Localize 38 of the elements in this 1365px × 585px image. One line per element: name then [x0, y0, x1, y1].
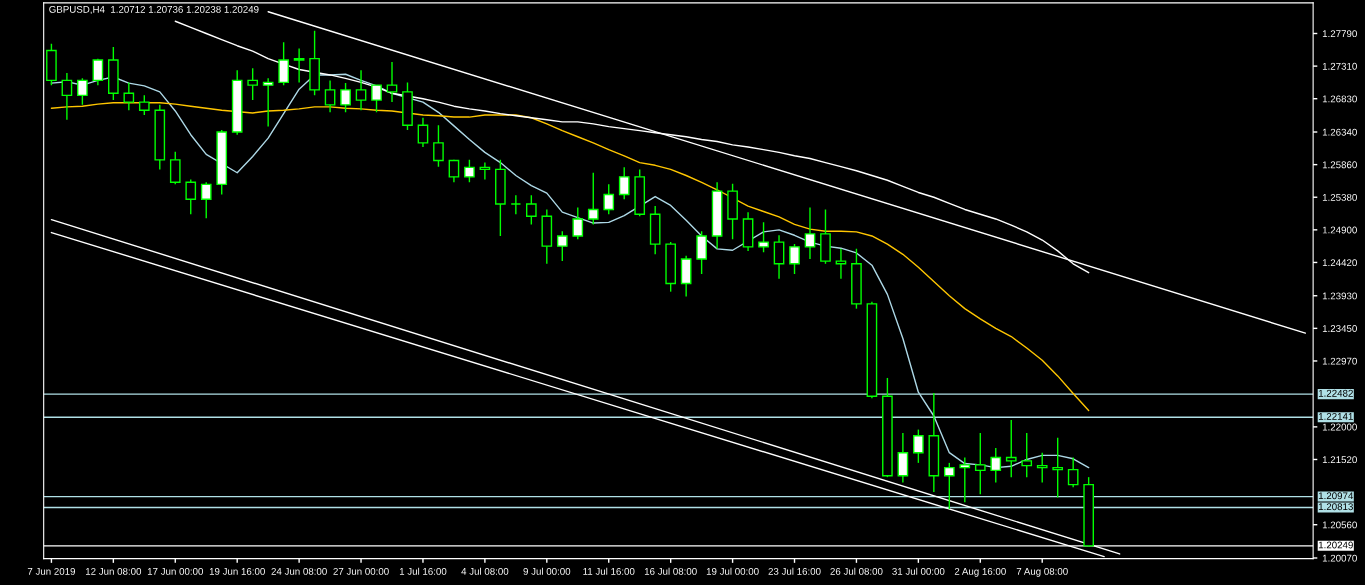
y-tick-label: 1.25380 [1322, 193, 1357, 201]
ref-line-label: 1.20249 [1318, 541, 1353, 549]
y-tick-label: 1.26340 [1322, 128, 1357, 136]
x-tick-label: 17 Jun 00:00 [147, 567, 203, 575]
x-tick-label: 23 Jul 16:00 [768, 567, 821, 575]
y-tick-label: 1.20070 [1322, 554, 1357, 562]
y-tick-label: 1.25860 [1322, 161, 1357, 169]
chart-title: GBPUSD,H4 1.20712 1.20736 1.20238 1.20249 [49, 5, 259, 14]
y-tick-label: 1.20560 [1322, 521, 1357, 529]
x-tick-label: 31 Jul 00:00 [892, 567, 945, 575]
x-tick-label: 1 Jul 16:00 [399, 567, 447, 575]
x-tick-label: 26 Jul 08:00 [830, 567, 883, 575]
x-tick-label: 19 Jul 00:00 [706, 567, 759, 575]
y-tick-label: 1.26830 [1322, 95, 1357, 103]
y-tick-label: 1.27310 [1322, 62, 1357, 70]
y-tick-label: 1.22970 [1322, 357, 1357, 365]
ref-line-label: 1.22482 [1318, 389, 1353, 397]
x-tick-label: 2 Aug 16:00 [954, 567, 1006, 577]
x-tick-label: 12 Jun 08:00 [85, 567, 142, 575]
x-tick-label: 27 Jun 00:00 [333, 567, 389, 575]
x-tick-label: 19 Jun 16:00 [209, 567, 265, 575]
ref-line-label: 1.20813 [1318, 503, 1353, 511]
y-tick-label: 1.24900 [1322, 226, 1357, 234]
x-tick-label: 9 Jul 00:00 [523, 567, 571, 575]
x-tick-label: 11 Jul 16:00 [583, 567, 635, 575]
y-tick-label: 1.23930 [1322, 292, 1357, 300]
y-tick-label: 1.22000 [1322, 423, 1357, 431]
x-tick-label: 4 Jul 08:00 [461, 567, 509, 575]
x-tick-label: 16 Jul 08:00 [644, 567, 697, 575]
x-tick-label: 7 Aug 08:00 [1016, 567, 1068, 577]
y-tick-label: 1.23450 [1322, 325, 1357, 332]
y-tick-label: 1.21520 [1322, 456, 1357, 464]
ref-line-label: 1.22141 [1318, 413, 1353, 420]
x-tick-label: 24 Jun 08:00 [271, 567, 327, 575]
y-tick-label: 1.27790 [1322, 30, 1357, 38]
ref-line-label: 1.20974 [1318, 492, 1354, 500]
x-tick-label: 7 Jun 2019 [27, 567, 76, 575]
y-tick-label: 1.24420 [1322, 259, 1357, 267]
